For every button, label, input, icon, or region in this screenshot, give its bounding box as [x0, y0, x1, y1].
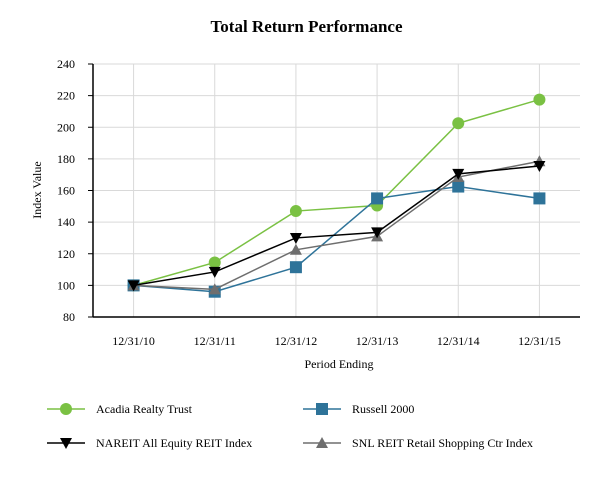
x-tick-label: 12/31/13	[356, 334, 399, 348]
legend: Acadia Realty Trust Russell 2000 NAREIT Al…	[47, 402, 533, 450]
grid	[93, 63, 580, 317]
series-russell-2000	[127, 180, 546, 298]
x-tick-label: 12/31/10	[112, 334, 155, 348]
series-layer	[127, 93, 546, 298]
chart-title: Total Return Performance	[211, 17, 403, 36]
data-point-russell-2000	[371, 192, 384, 205]
legend-label: NAREIT All Equity REIT Index	[96, 436, 252, 450]
y-axis-label: Index Value	[30, 161, 44, 218]
legend-item-nareit-all-equity-reit-index: NAREIT All Equity REIT Index	[47, 436, 252, 450]
y-tick-label: 200	[57, 120, 75, 134]
y-tick-label: 140	[57, 215, 75, 229]
series-acadia-realty-trust	[127, 93, 546, 292]
series-nareit-all-equity-reit-index	[127, 160, 546, 292]
data-point-acadia-realty-trust	[289, 205, 302, 218]
series-line-snl-reit-retail-shopping-ctr-index	[133, 160, 540, 291]
data-point-russell-2000	[533, 192, 546, 205]
x-tick-label: 12/31/15	[518, 334, 561, 348]
axes: 80 100 120 140 160 180 200 220 240 12/31/10 12/31/…	[57, 57, 580, 348]
data-point-snl-reit-retail-shopping-ctr-index	[289, 243, 302, 255]
series-line-nareit-all-equity-reit-index	[133, 165, 540, 287]
data-point-nareit-all-equity-reit-index	[289, 232, 302, 244]
legend-item-russell-2000: Russell 2000	[303, 402, 414, 416]
legend-marker	[316, 403, 328, 415]
legend-item-acadia-realty-trust: Acadia Realty Trust	[47, 402, 193, 416]
y-tick-label: 100	[57, 278, 75, 292]
series-snl-reit-retail-shopping-ctr-index	[127, 155, 546, 295]
y-tick-label: 220	[57, 89, 75, 103]
data-point-russell-2000	[452, 180, 465, 193]
legend-label: Russell 2000	[352, 402, 414, 416]
data-point-russell-2000	[289, 261, 302, 274]
data-point-acadia-realty-trust	[533, 93, 546, 106]
y-tick-label: 80	[63, 310, 75, 324]
x-tick-label: 12/31/12	[275, 334, 318, 348]
data-point-nareit-all-equity-reit-index	[127, 280, 140, 292]
data-point-nareit-all-equity-reit-index	[452, 168, 465, 180]
legend-label: Acadia Realty Trust	[96, 402, 193, 416]
x-tick-label: 12/31/11	[194, 334, 236, 348]
data-point-nareit-all-equity-reit-index	[208, 266, 221, 278]
y-tick-label: 160	[57, 184, 75, 198]
y-tick-label: 120	[57, 247, 75, 261]
legend-label: SNL REIT Retail Shopping Ctr Index	[352, 436, 533, 450]
data-point-snl-reit-retail-shopping-ctr-index	[208, 283, 221, 295]
x-tick-label: 12/31/14	[437, 334, 480, 348]
data-point-acadia-realty-trust	[208, 256, 221, 269]
legend-item-snl-reit-retail-shopping-ctr-index: SNL REIT Retail Shopping Ctr Index	[303, 436, 533, 450]
series-line-acadia-realty-trust	[133, 98, 540, 287]
y-tick-label: 180	[57, 152, 75, 166]
data-point-nareit-all-equity-reit-index	[371, 227, 384, 239]
legend-marker	[60, 438, 72, 449]
data-point-acadia-realty-trust	[452, 117, 465, 130]
x-axis-label: Period Ending	[305, 357, 374, 371]
legend-marker	[316, 437, 328, 448]
y-tick-label: 240	[57, 57, 75, 71]
data-point-nareit-all-equity-reit-index	[533, 160, 546, 172]
series-line-russell-2000	[133, 185, 540, 293]
legend-marker	[60, 403, 72, 415]
